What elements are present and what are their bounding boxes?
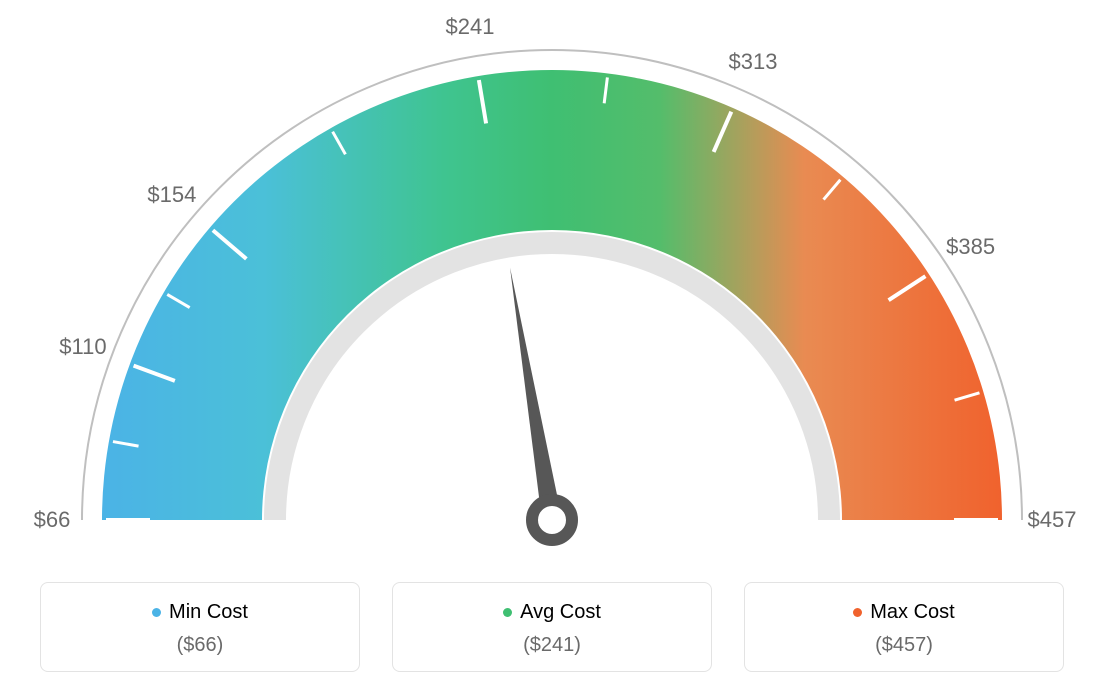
legend-title-avg-text: Avg Cost (520, 601, 601, 624)
gauge-tick-label: $241 (446, 14, 495, 40)
legend-dot-min (152, 608, 161, 617)
legend-title-avg: Avg Cost (503, 601, 601, 624)
gauge-tick-label: $154 (147, 182, 196, 208)
gauge-tick-label: $457 (1028, 507, 1077, 533)
gauge-tick-label: $66 (34, 507, 71, 533)
legend-dot-max (853, 608, 862, 617)
cost-gauge: $66 $110 $154 $241 $313 $385 $457 (0, 0, 1104, 560)
legend-value-avg: ($241) (403, 634, 701, 657)
legend-dot-avg (503, 608, 512, 617)
gauge-svg (0, 0, 1104, 560)
legend-title-max: Max Cost (853, 601, 954, 624)
legend-title-min: Min Cost (152, 601, 248, 624)
legend-card-max: Max Cost ($457) (744, 582, 1064, 672)
gauge-tick-label: $385 (946, 234, 995, 260)
legend-card-min: Min Cost ($66) (40, 582, 360, 672)
gauge-tick-label: $110 (59, 334, 106, 360)
legend-title-max-text: Max Cost (870, 601, 954, 624)
legend-row: Min Cost ($66) Avg Cost ($241) Max Cost … (0, 582, 1104, 672)
legend-card-avg: Avg Cost ($241) (392, 582, 712, 672)
legend-title-min-text: Min Cost (169, 601, 248, 624)
legend-value-max: ($457) (755, 634, 1053, 657)
gauge-tick-label: $313 (729, 49, 778, 75)
legend-value-min: ($66) (51, 634, 349, 657)
